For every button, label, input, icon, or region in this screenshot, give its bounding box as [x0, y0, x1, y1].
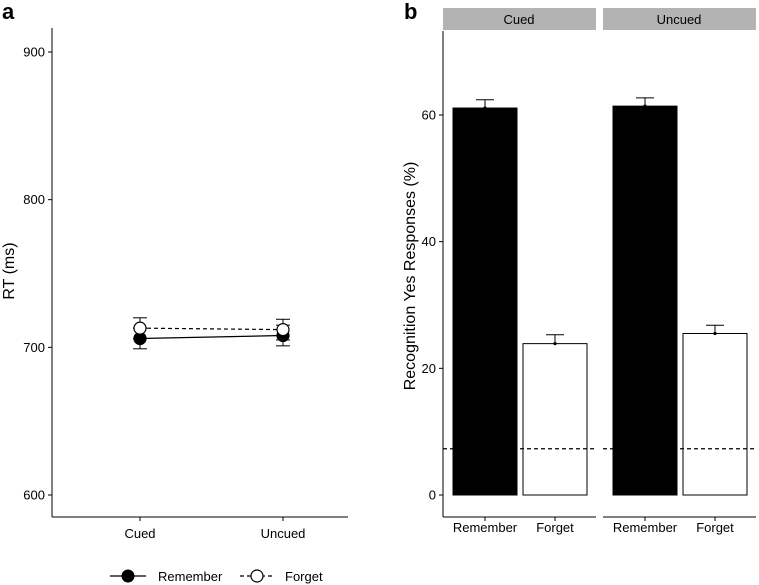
- point-forget: [276, 323, 290, 337]
- panel-a-letter: a: [2, 0, 15, 24]
- panel-a-plot: 600 700 800 900 Cued Uncued RT (ms): [1, 28, 348, 541]
- bar-uncued-remember: [612, 105, 678, 496]
- strip-cued-label: Cued: [503, 12, 534, 27]
- point-forget: [133, 321, 147, 335]
- series-line-forget: [139, 327, 284, 331]
- panel-b-y-axis-title: Recognition Yes Responses (%): [402, 162, 419, 391]
- bar-cued-remember: [452, 107, 518, 496]
- bar-uncued-forget: [682, 333, 748, 496]
- panel-a-y-tick-label: 800: [23, 192, 45, 207]
- panel-b-letter: b: [404, 0, 417, 24]
- panel-b-x-tick-label: Forget: [536, 520, 574, 535]
- mean-dot-remember: [483, 106, 487, 110]
- mean-dot-forget: [713, 331, 717, 336]
- panel-b-y-tick-label: 60: [422, 108, 436, 123]
- legend: Remember Forget: [110, 569, 323, 584]
- panel-b-plot: Cued Uncued 0 20 40 60 Remember Forget Rememb…: [402, 8, 756, 535]
- series-line-remember: [139, 334, 284, 340]
- legend-remember-marker: [121, 569, 135, 583]
- panel-a-x-tick-label: Uncued: [261, 526, 306, 541]
- panel-a-y-tick-label: 600: [23, 488, 45, 503]
- panel-a-x-tick-label: Cued: [124, 526, 155, 541]
- panel-a-y-tick-label: 700: [23, 340, 45, 355]
- panel-a-y-axis-title: RT (ms): [1, 242, 18, 299]
- mean-dot-remember: [643, 104, 647, 108]
- panel-a-y-tick-label: 900: [23, 45, 45, 60]
- legend-forget-marker: [250, 569, 264, 583]
- panel-b-x-tick-label: Forget: [696, 520, 734, 535]
- strip-uncued-bg: [603, 8, 756, 30]
- bar-cued-forget: [522, 343, 588, 496]
- panel-b-y-tick-label: 20: [422, 361, 436, 376]
- legend-forget-label: Forget: [285, 569, 323, 584]
- panel-b-y-tick-label: 40: [422, 234, 436, 249]
- panel-b-x-tick-label: Remember: [613, 520, 678, 535]
- panel-b-x-tick-label: Remember: [453, 520, 518, 535]
- mean-dot-forget: [553, 342, 557, 346]
- strip-uncued-label: Uncued: [657, 12, 702, 27]
- panel-b-y-tick-label: 0: [429, 488, 436, 503]
- strip-cued-bg: [443, 8, 596, 30]
- legend-remember-label: Remember: [158, 569, 223, 584]
